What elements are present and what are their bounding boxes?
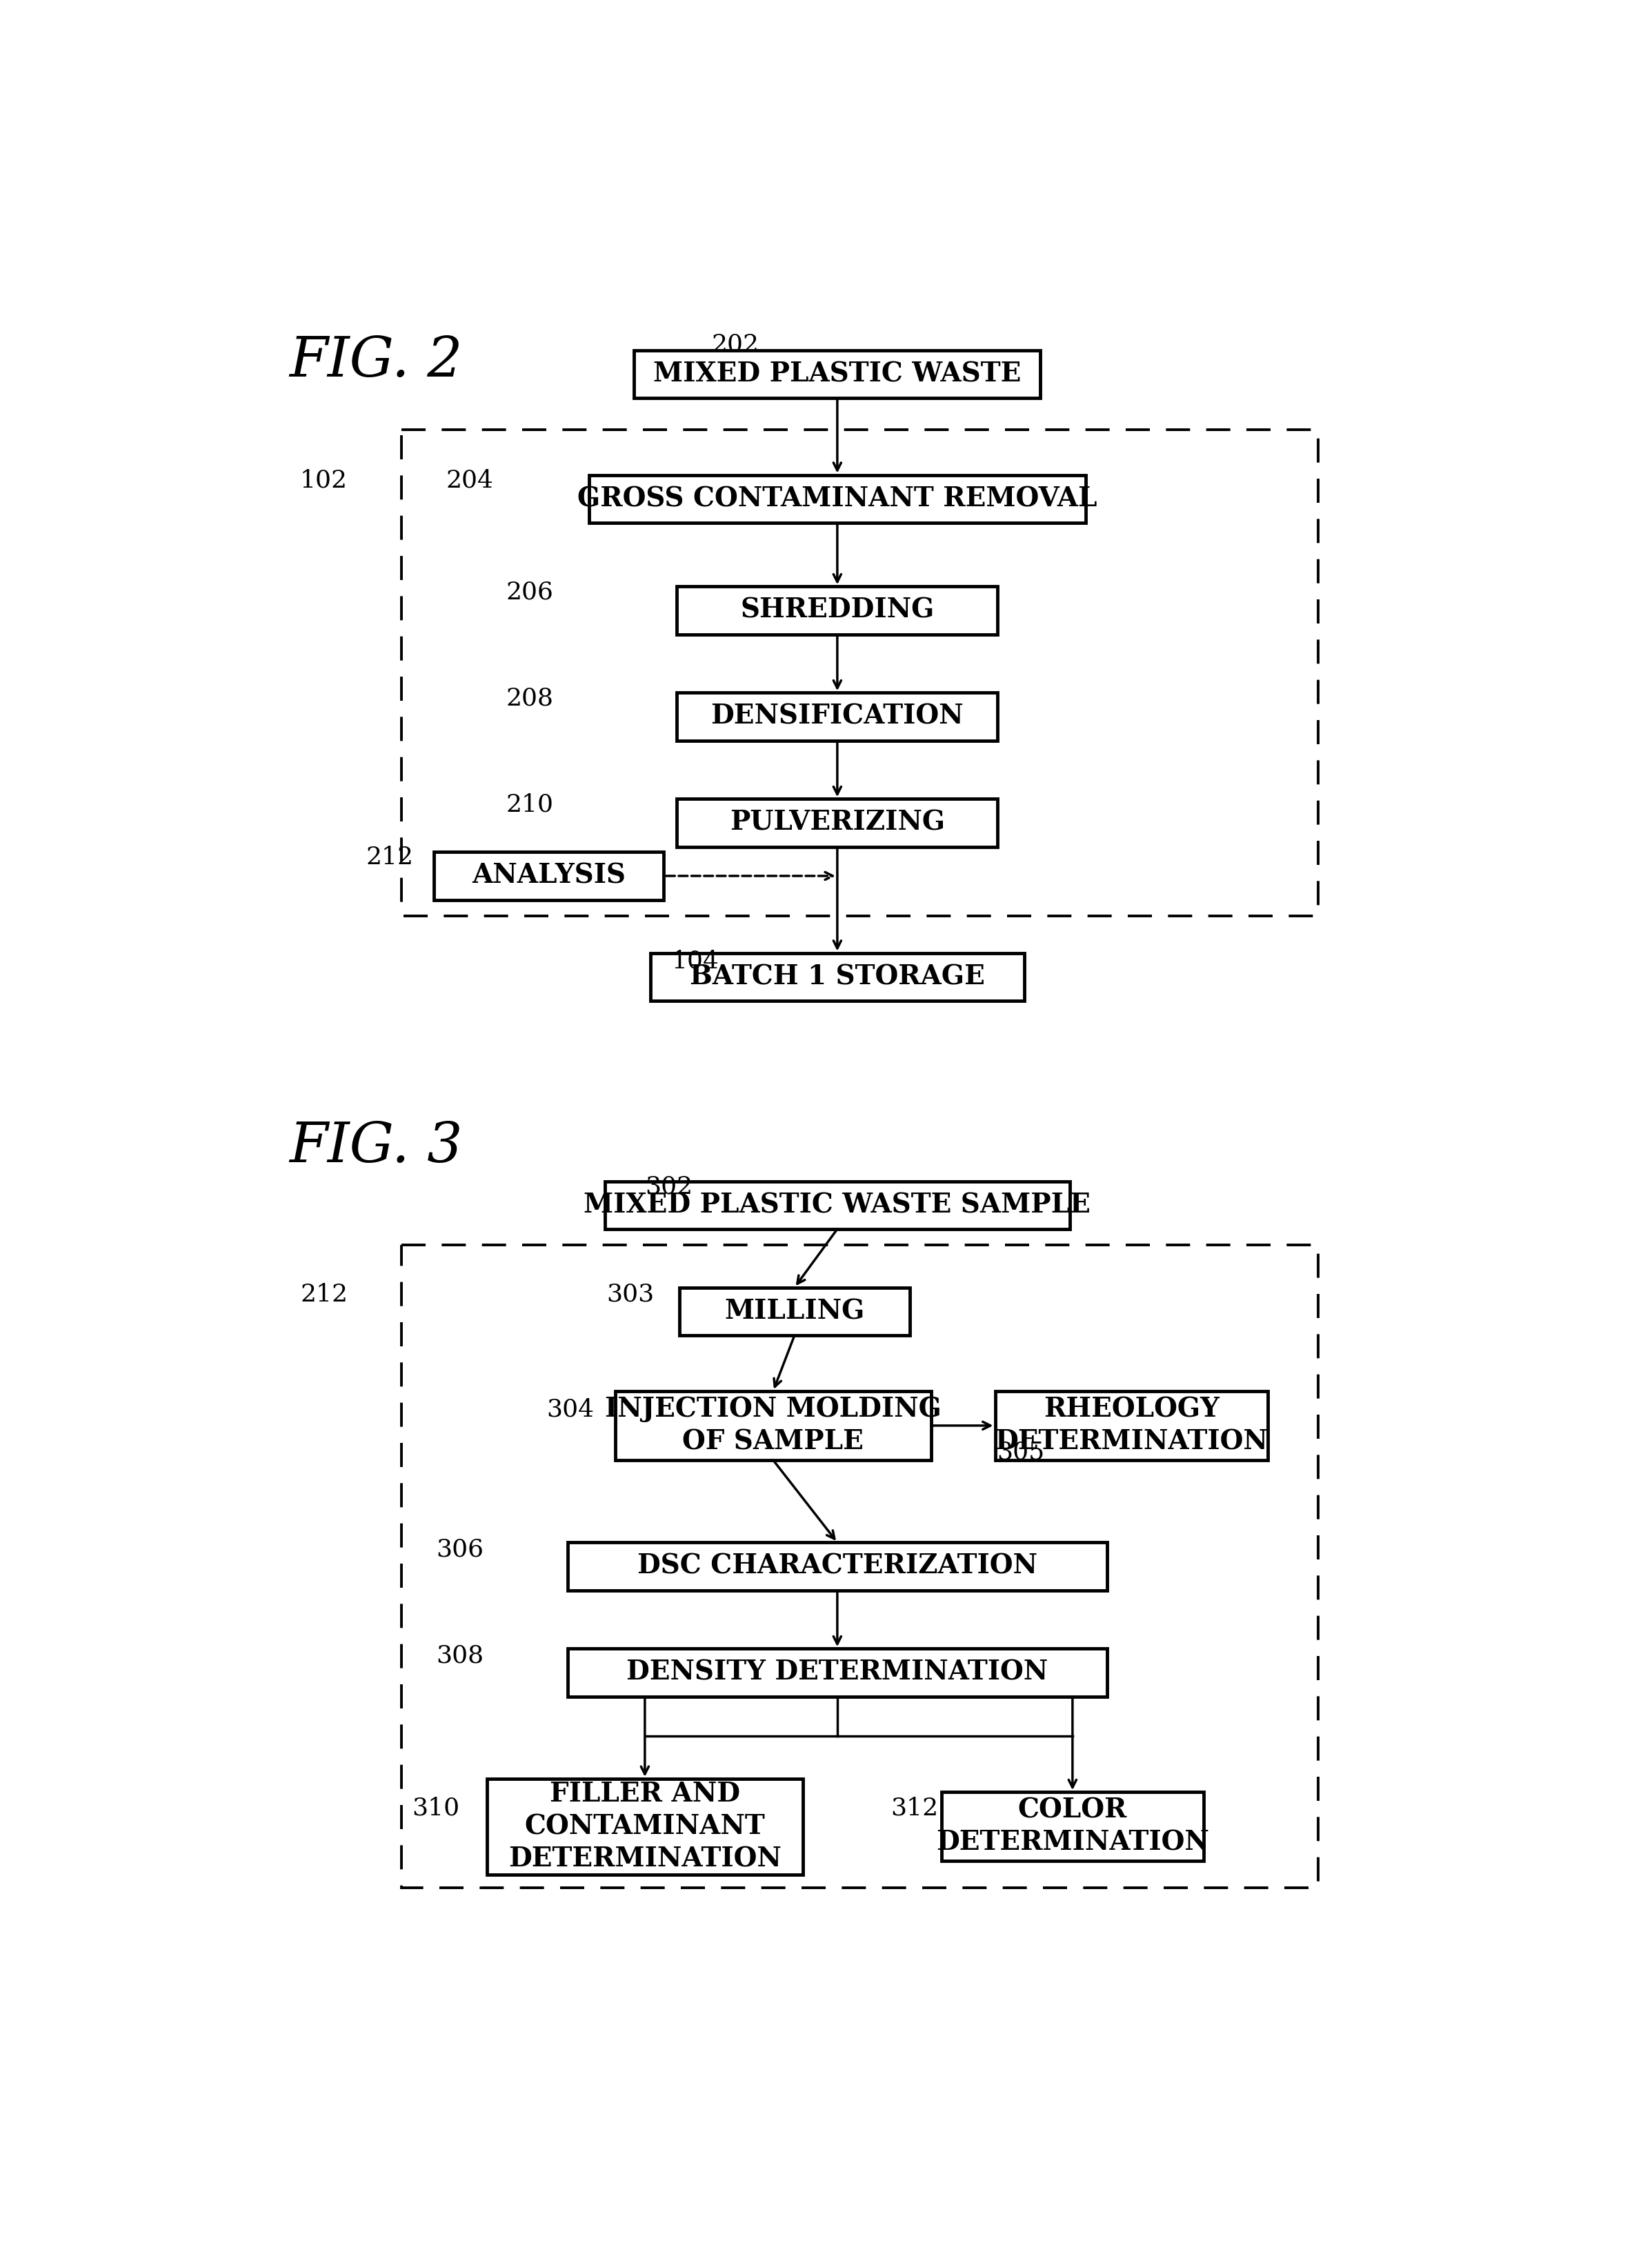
Bar [588, 476, 1085, 523]
Bar [401, 1244, 1318, 1887]
Bar [677, 586, 998, 633]
Text: 212: 212 [301, 1283, 347, 1305]
Text: 310: 310 [413, 1796, 459, 1819]
Bar [434, 852, 664, 899]
Text: 312: 312 [890, 1796, 938, 1819]
Text: FIG. 2: FIG. 2 [289, 334, 463, 388]
Text: 305: 305 [996, 1440, 1044, 1463]
Bar [942, 1792, 1203, 1862]
Text: MIXED PLASTIC WASTE SAMPLE: MIXED PLASTIC WASTE SAMPLE [583, 1192, 1090, 1219]
Text: MILLING: MILLING [724, 1298, 864, 1325]
Text: MIXED PLASTIC WASTE: MIXED PLASTIC WASTE [653, 361, 1021, 388]
Text: COLOR
DETERMINATION: COLOR DETERMINATION [937, 1796, 1209, 1855]
Bar [677, 692, 998, 742]
Text: 206: 206 [506, 579, 553, 604]
Bar [634, 349, 1041, 399]
Text: BATCH 1 STORAGE: BATCH 1 STORAGE [691, 965, 985, 990]
Bar [651, 953, 1024, 1001]
Text: 302: 302 [644, 1174, 692, 1199]
Bar [995, 1391, 1267, 1461]
Text: DENSIFICATION: DENSIFICATION [710, 703, 963, 730]
Text: 306: 306 [436, 1537, 484, 1562]
Text: 204: 204 [446, 469, 494, 491]
Bar [487, 1778, 803, 1875]
Text: 208: 208 [506, 685, 553, 710]
Bar [679, 1287, 910, 1334]
Text: RHEOLOGY
DETERMINATION: RHEOLOGY DETERMINATION [995, 1395, 1267, 1454]
Text: 104: 104 [672, 949, 719, 974]
Bar [567, 1542, 1107, 1591]
Text: 202: 202 [712, 334, 760, 356]
Text: SHREDDING: SHREDDING [740, 597, 935, 624]
Text: 303: 303 [606, 1283, 654, 1305]
Bar [567, 1648, 1107, 1697]
Text: INJECTION MOLDING
OF SAMPLE: INJECTION MOLDING OF SAMPLE [605, 1395, 942, 1454]
Text: 304: 304 [547, 1397, 595, 1422]
Text: PULVERIZING: PULVERIZING [730, 809, 945, 836]
Text: 308: 308 [436, 1643, 484, 1668]
Text: DSC CHARACTERIZATION: DSC CHARACTERIZATION [638, 1553, 1037, 1580]
Bar [401, 431, 1318, 915]
Bar [677, 798, 998, 848]
Text: GROSS CONTAMINANT REMOVAL: GROSS CONTAMINANT REMOVAL [578, 487, 1097, 512]
Text: ANALYSIS: ANALYSIS [472, 863, 626, 888]
Text: FIG. 3: FIG. 3 [289, 1120, 463, 1174]
Text: 212: 212 [365, 845, 413, 870]
Text: DENSITY DETERMINATION: DENSITY DETERMINATION [626, 1659, 1047, 1686]
Bar [605, 1181, 1070, 1228]
Text: FILLER AND
CONTAMINANT
DETERMINATION: FILLER AND CONTAMINANT DETERMINATION [509, 1781, 781, 1873]
Bar [616, 1391, 930, 1461]
Text: 102: 102 [301, 469, 347, 491]
Text: 210: 210 [506, 793, 553, 816]
